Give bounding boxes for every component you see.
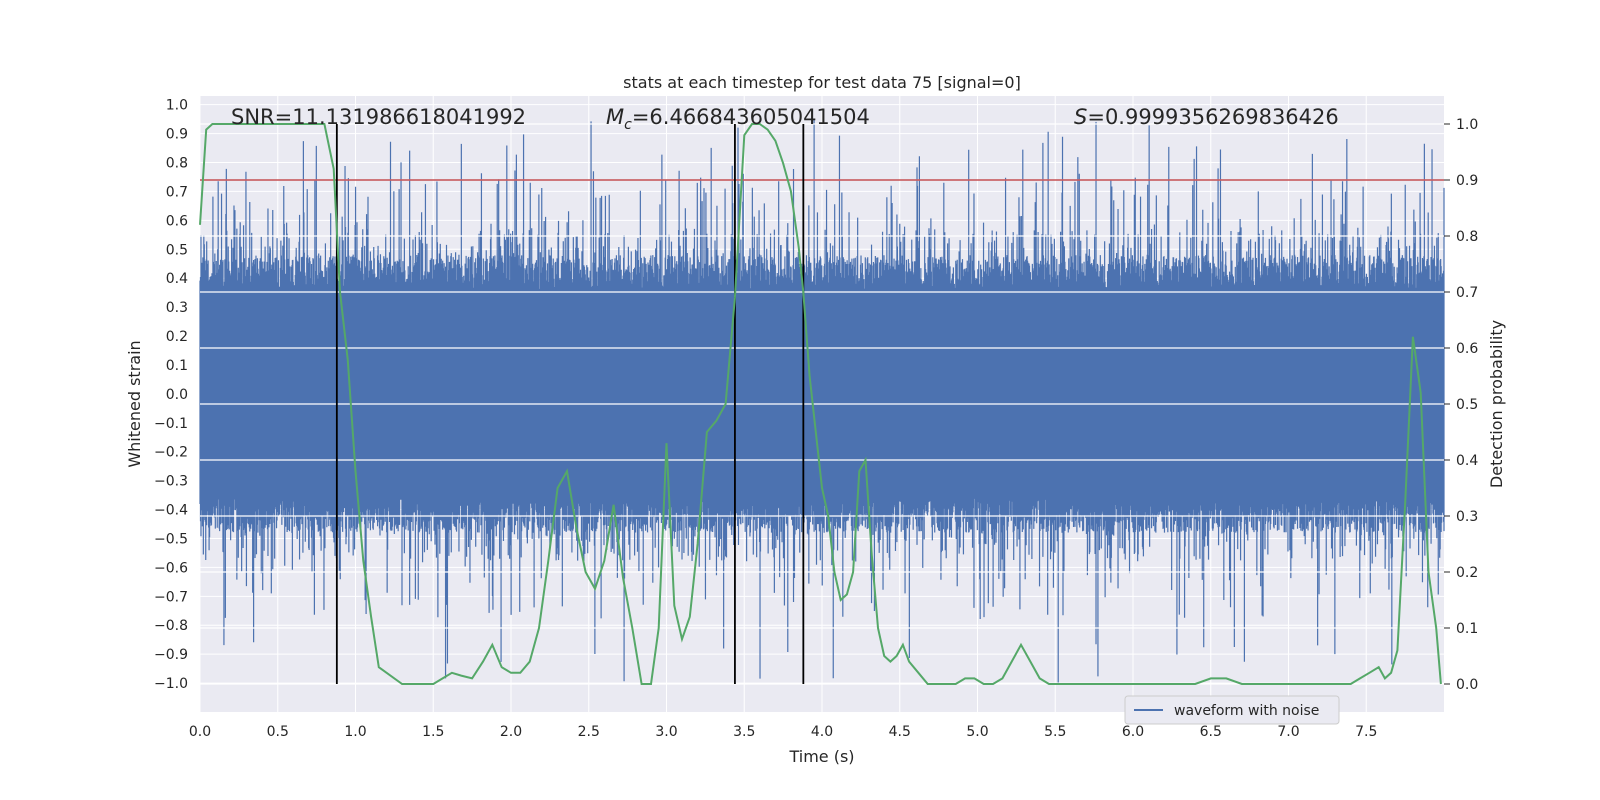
y-tick-label: 0.3 xyxy=(166,300,188,316)
x-tick-label: 0.0 xyxy=(189,724,211,740)
y-tick-label: 0.8 xyxy=(166,156,188,172)
x-tick-label: 6.0 xyxy=(1122,724,1144,740)
y-tick-label: 0.9 xyxy=(166,127,188,143)
x-tick-label: 3.5 xyxy=(733,724,755,740)
snr-value: 11.131986618041992 xyxy=(292,105,526,129)
mc-value: =6.466843605041504 xyxy=(632,105,870,129)
y-tick-label: −0.4 xyxy=(154,503,188,519)
y-tick-label: 0.1 xyxy=(166,358,188,374)
y-tick-label: −0.8 xyxy=(154,618,188,634)
y2-tick-label: 0.6 xyxy=(1456,341,1478,357)
waveform-series xyxy=(199,119,1445,683)
y-tick-label: −0.1 xyxy=(154,416,188,432)
y2-tick-label: 0.3 xyxy=(1456,509,1478,525)
x-tick-label: 6.5 xyxy=(1200,724,1222,740)
y2-tick-label: 0.5 xyxy=(1456,397,1478,413)
y2-tick-labels: 1.0 0.9 0.8 0.7 0.6 0.5 0.4 0.3 0.2 0.1 0.0 xyxy=(1444,117,1478,693)
x-tick-labels: 0.0 0.5 1.0 1.5 2.0 2.5 3.0 3.5 4.0 4.5 5.0 5.5 6.0 6… xyxy=(189,724,1378,740)
y-tick-label: 0.0 xyxy=(166,387,188,403)
mc-symbol: M xyxy=(606,105,624,129)
x-axis-label: Time (s) xyxy=(788,747,854,766)
x-tick-label: 1.0 xyxy=(344,724,366,740)
x-tick-label: 1.5 xyxy=(422,724,444,740)
x-tick-label: 2.5 xyxy=(578,724,600,740)
s-symbol: S xyxy=(1074,105,1087,129)
legend-label: waveform with noise xyxy=(1174,703,1319,719)
waveform-path xyxy=(199,119,1445,683)
y-tick-label: 0.5 xyxy=(166,242,188,258)
y-tick-label: 0.2 xyxy=(166,329,188,345)
y2-tick-label: 0.8 xyxy=(1456,229,1478,245)
y2-tick-label: 0.4 xyxy=(1456,453,1478,469)
y2-tick-label: 0.7 xyxy=(1456,285,1478,301)
x-tick-label: 4.5 xyxy=(889,724,911,740)
y-tick-label: 1.0 xyxy=(166,98,188,114)
y-tick-label: −0.7 xyxy=(154,589,188,605)
s-stat: S=0.9999356269836426 xyxy=(1074,105,1339,129)
y-tick-label: −0.2 xyxy=(154,445,188,461)
probability-line xyxy=(199,123,1442,685)
x-tick-label: 7.5 xyxy=(1355,724,1377,740)
y2-axis-label: Detection probability xyxy=(1487,320,1506,488)
y-tick-label: −0.9 xyxy=(154,647,188,663)
mc-subscript: c xyxy=(624,117,632,133)
y2-tick-label: 0.1 xyxy=(1456,621,1478,637)
y-tick-label: −0.5 xyxy=(154,531,188,547)
x-tick-label: 7.0 xyxy=(1277,724,1299,740)
legend: waveform with noise xyxy=(1124,695,1340,725)
y-axis-label: Whitened strain xyxy=(125,340,144,467)
y2-tick-label: 0.2 xyxy=(1456,565,1478,581)
x-tick-label: 3.0 xyxy=(655,724,677,740)
x-tick-label: 5.5 xyxy=(1044,724,1066,740)
y2-tick-label: 0.0 xyxy=(1456,677,1478,693)
y-tick-label: −1.0 xyxy=(154,676,188,692)
x-tick-label: 5.0 xyxy=(966,724,988,740)
y-tick-label: −0.6 xyxy=(154,560,188,576)
mc-stat: Mc=6.466843605041504 xyxy=(606,105,870,133)
chart-title: stats at each timestep for test data 75 … xyxy=(623,73,1021,92)
y-tick-labels: 1.0 0.9 0.8 0.7 0.6 0.5 0.4 0.3 0.2 0.1 0.0 −0.1 −0.… xyxy=(154,98,188,692)
x-tick-label: 0.5 xyxy=(267,724,289,740)
y2-tick-label: 1.0 xyxy=(1456,117,1478,133)
snr-stat: SNR=11.131986618041992 xyxy=(231,105,526,129)
y-tick-label: 0.4 xyxy=(166,271,188,287)
x-tick-label: 4.0 xyxy=(811,724,833,740)
legend-box xyxy=(1124,695,1340,725)
y2-tick-label: 0.9 xyxy=(1456,173,1478,189)
s-value: =0.9999356269836426 xyxy=(1087,105,1338,129)
y-tick-label: 0.7 xyxy=(166,184,188,200)
y-tick-label: 0.6 xyxy=(166,213,188,229)
y-tick-label: −0.3 xyxy=(154,474,188,490)
x-tick-label: 2.0 xyxy=(500,724,522,740)
snr-prefix: SNR= xyxy=(231,105,292,129)
